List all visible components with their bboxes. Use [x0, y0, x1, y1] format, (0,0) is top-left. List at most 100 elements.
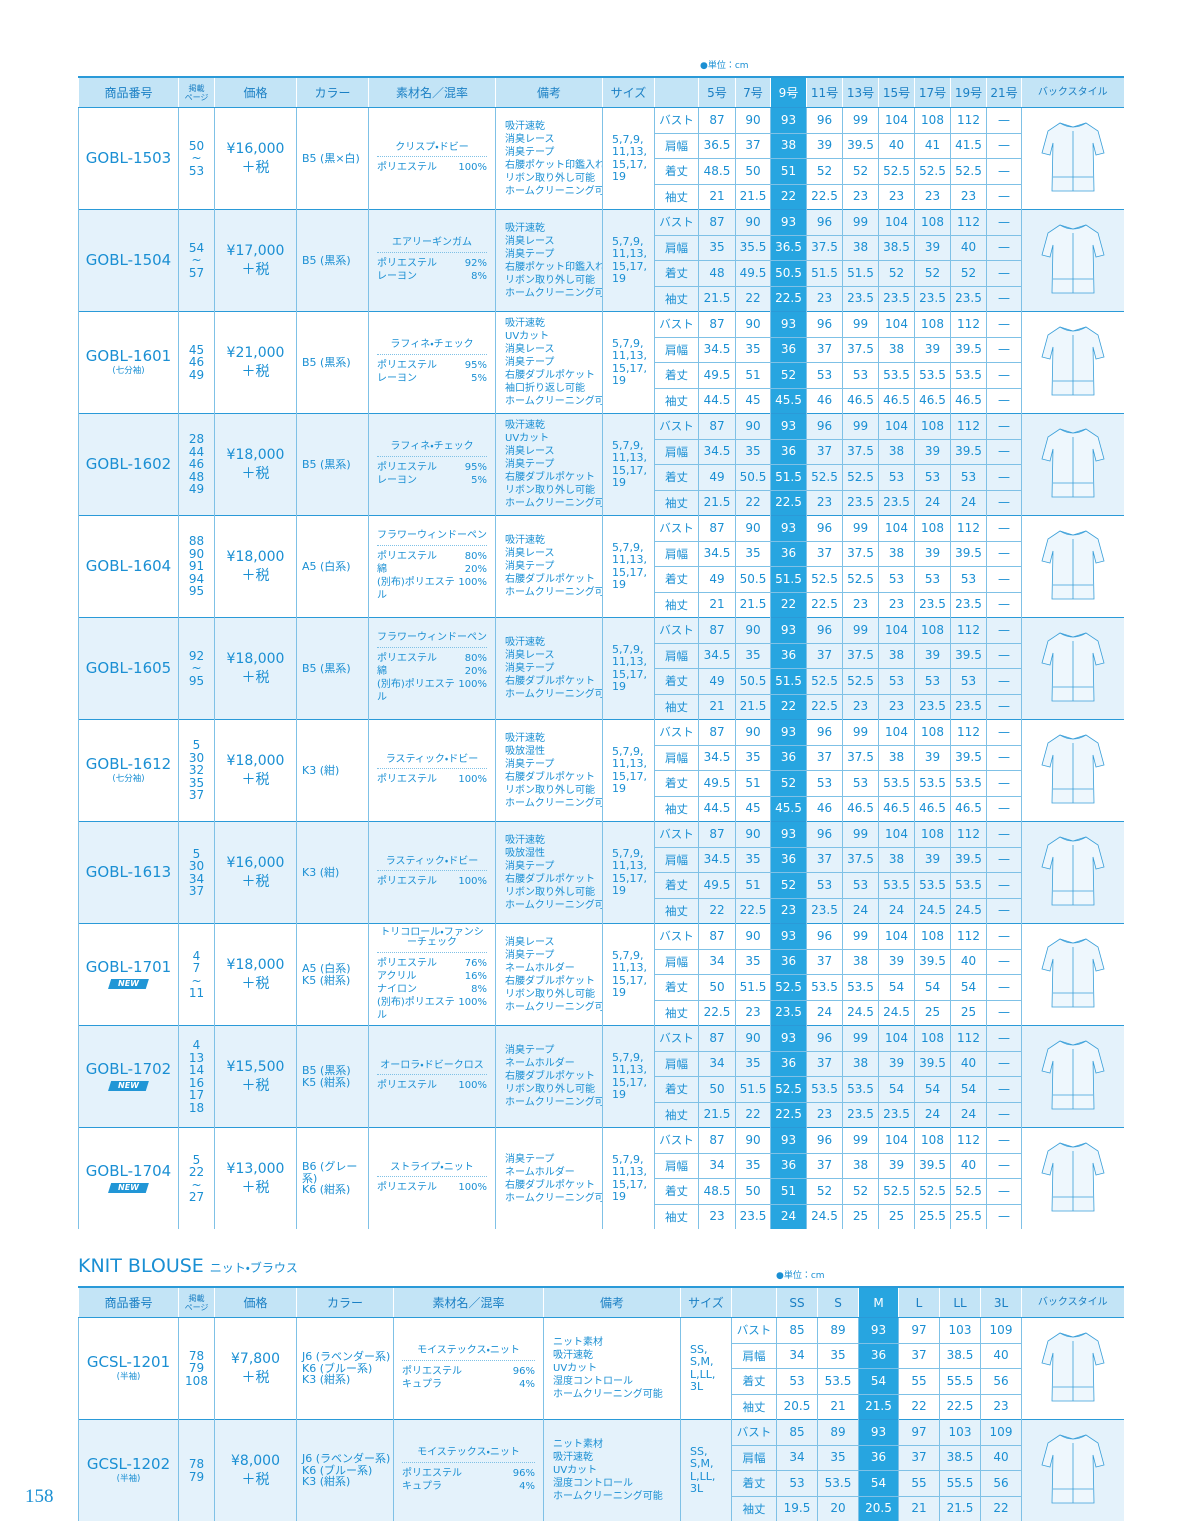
measure-value: 93 [770, 1127, 807, 1153]
measure-value: 39 [914, 744, 951, 771]
measure-value: 104 [878, 107, 915, 133]
measure-value: 34.5 [698, 642, 736, 669]
color-line: K6 (紺系) [302, 1183, 351, 1197]
measure-value: 50.5 [770, 260, 807, 286]
page-ref: 54 [188, 240, 205, 255]
fiber: ポリエステル [377, 957, 437, 969]
size-row: 肩幅 34.5 35 36 37 37.5 38 39 39.5— [79, 642, 1124, 669]
page-ref: 5 [192, 846, 201, 861]
price-line: ¥16,000 [226, 140, 285, 157]
measure-value: 35 [735, 336, 771, 363]
composition-row: ポリエステル 92% [377, 257, 487, 270]
measure-value: 24 [950, 1101, 987, 1128]
back-style-cell [1021, 719, 1124, 822]
page-ref: 79 [188, 1469, 205, 1484]
measure-value: 24 [950, 489, 987, 516]
header-cell: 備考 [543, 1286, 681, 1318]
measure-value: 38 [878, 642, 915, 669]
price-cell: ¥21,000 ＋税 [214, 311, 297, 414]
size-row: 肩幅 34.5 35 36 37 37.5 38 39 39.5— [79, 336, 1124, 363]
size-row: 肩幅 35 35.5 36.5 37.5 38 38.5 39 40— [79, 234, 1124, 261]
price-line: ＋税 [241, 567, 270, 584]
measure-value: 54 [878, 1076, 915, 1102]
color-line: B5 (黒系) [302, 355, 351, 369]
measure-value: 53 [950, 464, 987, 490]
measure-value: 39 [806, 132, 843, 159]
measure-value: 22.5 [806, 693, 843, 720]
pages-cell: 45 46 49 [178, 311, 215, 414]
measure-label: 着丈 [654, 566, 699, 592]
measure-value: 36 [770, 1152, 807, 1179]
material-cell: モイステックス・ニット ポリエステル 96% キュプラ 4% [393, 1317, 544, 1420]
measure-value: 38 [878, 336, 915, 363]
material-name: モイステックス・ニット [402, 1448, 535, 1463]
percent: 100% [458, 1080, 487, 1092]
composition-row: ポリエステル 95% [377, 359, 487, 372]
material-cell: フラワーウィンドーペン ポリエステル 80% 綿 20% (別布)ポリエステル 100% [368, 617, 496, 720]
measure-value: 112 [950, 719, 987, 745]
remark: ニット素材 [553, 1439, 603, 1450]
measure-value: 44.5 [698, 387, 736, 414]
measure-value: 96 [806, 311, 843, 337]
material-name: モイステックス・ニット [402, 1346, 535, 1361]
fiber: ポリエステル [377, 1182, 437, 1194]
measure-value: 23 [950, 183, 987, 210]
back-style-cell [1021, 1317, 1124, 1420]
measure-label: 着丈 [654, 974, 699, 1000]
color-cell: B5 (黒系) [296, 311, 369, 414]
remark: 右腰ダブルポケット [505, 873, 595, 885]
measure-value: 112 [950, 209, 987, 235]
size-header: 15号 [878, 76, 915, 108]
remark: 吸放湿性 [505, 745, 545, 757]
size-range: 5,7,9, [612, 336, 644, 350]
back-style-illustration [1041, 122, 1105, 192]
measure-label: バスト [654, 515, 699, 541]
product-code: GOBL-1601 [85, 346, 172, 365]
measure-value: 19.5 [776, 1495, 818, 1521]
remark: UVカット [553, 1363, 598, 1374]
pages-cell: 5 30 32 35 37 [178, 719, 215, 822]
size-header: S [817, 1286, 859, 1318]
measure-value: — [986, 438, 1022, 465]
measure-label: バスト [654, 209, 699, 235]
color-cell: J6 (ラベンダー系) K6 (ブルー系) K3 (紺系) [296, 1317, 394, 1420]
measure-value: 52.5 [770, 1076, 807, 1102]
size-table: 商品番号 掲載 ページ 価格 カラー 素材名／混率 備考 サイズ 5号 7号 9号 11号 13号 15号… [78, 76, 1124, 1229]
fiber: アクリル [377, 970, 417, 982]
header-cell: バックスタイル [1021, 76, 1124, 108]
measure-value: 93 [770, 107, 807, 133]
measure-value: 46.5 [914, 795, 951, 822]
measure-value: 40 [980, 1342, 1022, 1369]
header-cell: 掲載 ページ [178, 76, 215, 108]
measure-value: — [986, 1178, 1022, 1204]
back-style-illustration [1041, 734, 1105, 804]
page-ref: ~ [191, 661, 202, 676]
composition-row: ポリエステル 100% [377, 1079, 487, 1092]
percent: 96% [512, 1365, 535, 1377]
measure-value: 45 [735, 387, 771, 414]
remarks-cell: 吸汗速乾 吸放湿性 消臭テープ 右腰ダブルポケット リボン取り外し可能 ホームクリーニング… [495, 821, 603, 924]
measure-value: 41.5 [950, 132, 987, 159]
size-row: GOBL-1504 54 ~57 ¥17,000 ＋税 B5 (黒系) エアリーギンガム ポリ… [78, 209, 1124, 312]
product-code-cell: GOBL-1612 (七分袖) [78, 719, 179, 822]
price-line: ¥21,000 [226, 344, 285, 361]
price-cell: ¥8,000 ＋税 [214, 1419, 297, 1521]
material-cell: ラフィネ・チェック ポリエステル 95% レーヨン 5% [368, 311, 496, 414]
measure-value: 23.5 [878, 1101, 915, 1128]
percent: 80% [464, 550, 487, 562]
price-line: ＋税 [241, 975, 270, 992]
page-ref: 46 [188, 457, 205, 472]
measure-value: 99 [842, 923, 879, 949]
price-line: ＋税 [241, 1471, 270, 1488]
remarks-cell: ニット素材 吸汗速乾 UVカット 湿度コントロール ホームクリーニング可能 [543, 1317, 681, 1420]
size-row: 肩幅 34.5 35 36 37 37.5 38 39 39.5— [79, 846, 1124, 873]
size-row: 袖丈 22 22.5 23 23.5 24 24 24.5 24.5— [79, 897, 1124, 924]
price-line: ＋税 [241, 669, 270, 686]
measure-value: 25 [842, 1203, 879, 1229]
size-row: 肩幅 34 35 36 37 38.5 40 [79, 1342, 1124, 1369]
measure-value: 51 [735, 872, 771, 898]
product-code-cell: GOBL-1605 [78, 617, 179, 720]
measure-value: — [986, 234, 1022, 261]
badge-wrap: NEW [80, 1078, 179, 1092]
price-cell: ¥17,000 ＋税 [214, 209, 297, 312]
